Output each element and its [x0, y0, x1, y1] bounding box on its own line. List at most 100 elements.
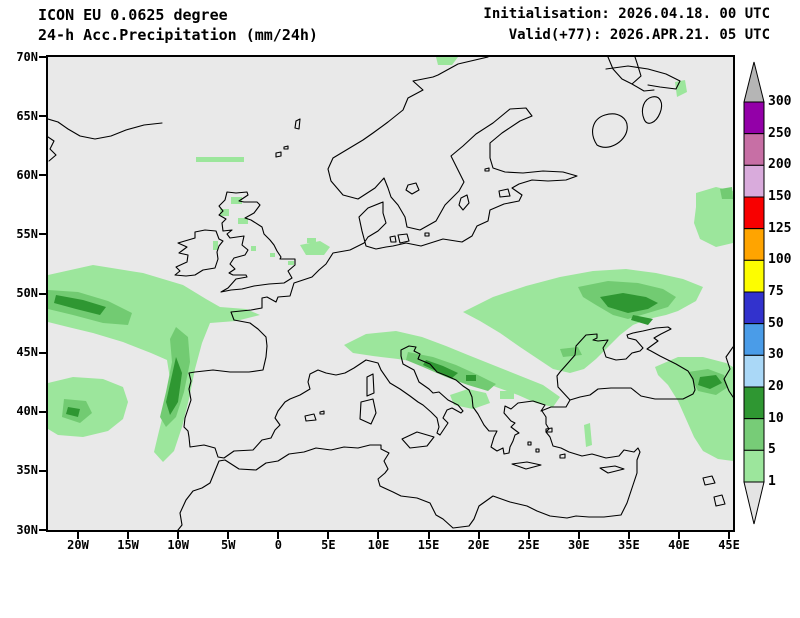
colorbar-label-75: 75 [768, 284, 784, 299]
lat-tick-45N [39, 351, 46, 354]
lon-label-15W: 15W [117, 538, 139, 552]
island-bornholm [424, 232, 430, 237]
lake-onega [641, 96, 663, 124]
island-zealand [397, 233, 410, 244]
island-gotland [458, 194, 470, 211]
lon-tick-15E [427, 532, 430, 539]
lat-tick-35N [39, 469, 46, 472]
coast-iceland [48, 118, 163, 140]
island-cyprus [599, 465, 625, 474]
colorbar-segment-30 [743, 354, 765, 388]
lon-tick-0 [277, 532, 280, 539]
lat-tick-30N [39, 529, 46, 531]
lon-label-45E: 45E [718, 538, 740, 552]
colorbar-label-30: 30 [768, 347, 784, 363]
lat-label-60N: 60N [16, 167, 38, 182]
lon-label-5E: 5E [321, 538, 336, 552]
lon-label-20W: 20W [67, 538, 89, 552]
lon-label-20E: 20E [467, 538, 490, 552]
colorbar-overflow-arrow [743, 61, 765, 103]
lon-label-0: 0 [274, 538, 282, 552]
lon-label-10E: 10E [367, 538, 390, 552]
lon-label-15E: 15E [417, 538, 440, 552]
island-saaremaa [498, 188, 511, 198]
lon-label-10W: 10W [167, 538, 189, 552]
colorbar-segment-250 [743, 133, 765, 166]
lake-van [702, 475, 716, 486]
lat-tick-50N [39, 292, 46, 295]
colorbar-label-250: 250 [768, 125, 792, 141]
colorbar-segment-50 [743, 323, 765, 356]
lat-label-55N: 55N [16, 226, 38, 241]
lon-label-25E: 25E [517, 538, 540, 552]
coast-caspian-fragment [723, 346, 733, 398]
map-frame [46, 55, 735, 532]
lat-tick-55N [39, 233, 46, 236]
lat-label-40N: 40N [16, 404, 38, 419]
lat-label-35N: 35N [16, 463, 38, 478]
colorbar-label-200: 200 [768, 157, 792, 173]
lon-tick-30E [577, 532, 580, 539]
lon-tick-25E [527, 532, 530, 539]
colorbar-label-20: 20 [768, 379, 784, 394]
lon-tick-5W [227, 532, 230, 539]
lon-tick-20E [477, 532, 480, 539]
lat-label-50N: 50N [16, 286, 38, 300]
colorbar-label-300: 300 [768, 94, 792, 109]
lat-tick-40N [39, 410, 46, 413]
colorbar [743, 61, 765, 525]
lat-tick-60N [39, 174, 46, 177]
colorbar-label-125: 125 [768, 220, 792, 236]
lon-tick-5E [327, 532, 330, 539]
island-mallorca [304, 410, 325, 422]
model-title: ICON EU 0.0625 degree [38, 6, 228, 24]
precip-layer-dark [54, 293, 722, 417]
colorbar-underflow-arrow [743, 481, 765, 525]
lon-tick-45E [728, 532, 731, 539]
coast-iceland-fjords [48, 136, 57, 162]
product-title: 24-h Acc.Precipitation (mm/24h) [38, 26, 318, 44]
colorbar-segment-125 [743, 228, 765, 261]
coast-kola [605, 65, 681, 90]
island-fyn [389, 235, 397, 243]
lat-label-65N: 65N [16, 108, 38, 123]
lon-label-5W: 5W [221, 538, 236, 552]
colorbar-segment-150 [743, 196, 765, 230]
lon-label-30E: 30E [567, 538, 590, 552]
colorbar-label-50: 50 [768, 315, 784, 331]
lake-ladoga [592, 113, 628, 148]
island-shetland [294, 118, 301, 130]
lat-tick-70N [39, 56, 46, 58]
lat-label-30N: 30N [16, 522, 38, 537]
island-sardinia [359, 398, 377, 425]
lon-tick-35E [627, 532, 630, 539]
lon-tick-10E [377, 532, 380, 539]
colorbar-segment-10 [743, 418, 765, 451]
lon-label-40E: 40E [668, 538, 690, 552]
colorbar-label-100: 100 [768, 252, 792, 268]
colorbar-segment-200 [743, 164, 765, 198]
initialisation-time: Initialisation: 2026.04.18. 00 UTC [483, 6, 770, 22]
lon-tick-20W [77, 532, 79, 539]
coastline-layer [48, 57, 733, 530]
lake-vanern [405, 182, 420, 195]
lat-label-70N: 70N [16, 49, 38, 64]
lon-tick-10W [177, 532, 180, 539]
coast-eurasia [183, 57, 578, 459]
coast-black-sea [556, 326, 696, 401]
island-orkney [275, 145, 289, 158]
colorbar-segment-5 [743, 449, 765, 483]
lon-tick-15W [127, 532, 130, 539]
coast-mediterranean-south [177, 410, 641, 530]
island-aland [484, 167, 490, 172]
valid-time: Valid(+77): 2026.APR.21. 05 UTC [508, 27, 770, 43]
lon-label-35E: 35E [618, 538, 640, 552]
coast-white-sea [607, 57, 655, 92]
colorbar-label-1: 1 [768, 474, 776, 489]
lat-label-45N: 45N [16, 345, 38, 360]
lat-tick-65N [39, 115, 46, 118]
island-corsica [366, 373, 375, 397]
europe-precipitation-map [48, 57, 733, 530]
colorbar-segment-20 [743, 386, 765, 420]
